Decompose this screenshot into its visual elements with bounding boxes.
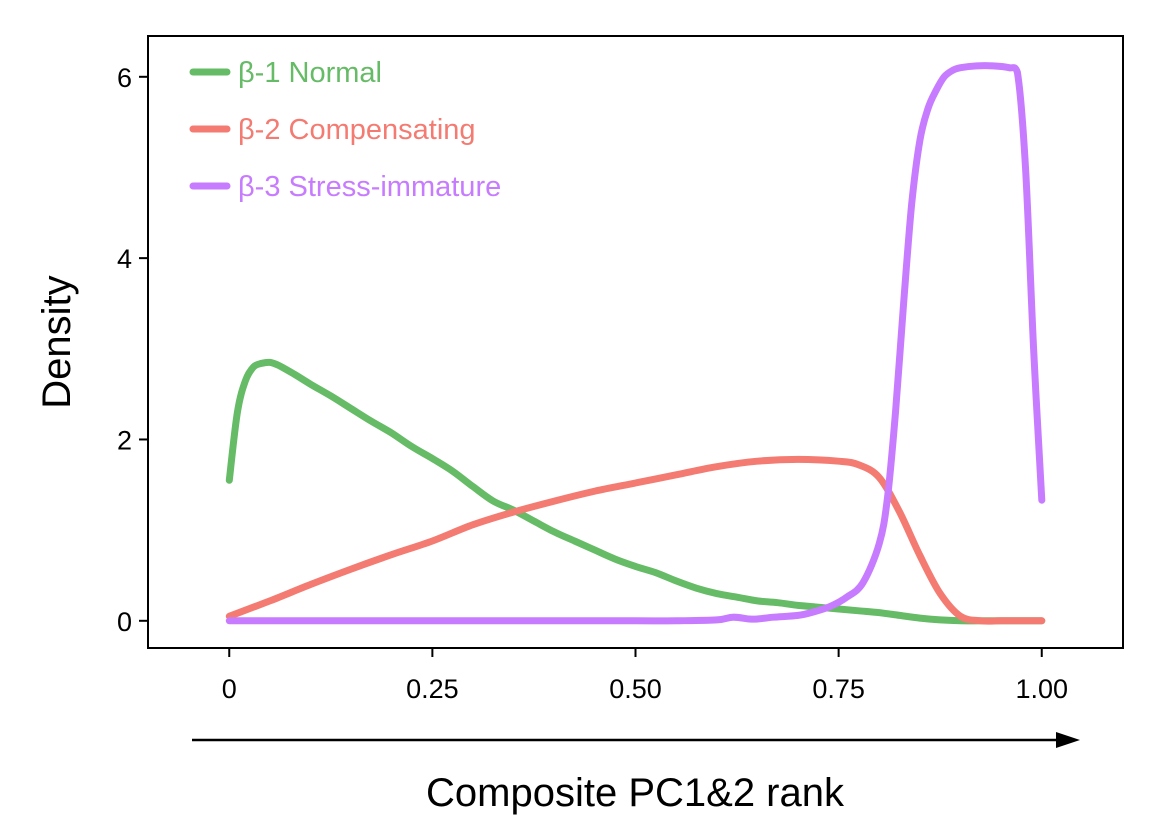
y-tick-label: 6 [117,63,132,93]
series-line-2 [225,455,1046,625]
series-line-1 [225,358,1046,625]
series-line-3 [225,62,1046,625]
y-tick-label: 2 [117,425,132,455]
legend-label-1: β-1 Normal [238,57,382,89]
x-tick-label: 0 [222,674,237,704]
y-axis: 0 2 4 6 [117,63,148,637]
legend-label-2: β-2 Compensating [238,114,476,146]
x-tick-label: 0.25 [406,674,459,704]
x-tick-label: 0.50 [609,674,662,704]
x-axis-arrow [192,732,1080,748]
series-layer [225,62,1046,625]
x-axis-arrow-head [1056,732,1080,748]
x-axis-title: Composite PC1&2 rank [426,771,845,815]
legend: β-1 Normal β-2 Compensating β-3 Stress-imm… [189,57,501,203]
x-axis: 0 0.25 0.50 0.75 1.00 [222,648,1068,704]
y-tick-label: 4 [117,244,132,274]
x-tick-label: 0.75 [812,674,865,704]
x-tick-label: 1.00 [1015,674,1068,704]
legend-label-3: β-3 Stress-immature [238,171,501,203]
y-tick-label: 0 [117,607,132,637]
y-axis-title: Density [35,275,79,408]
